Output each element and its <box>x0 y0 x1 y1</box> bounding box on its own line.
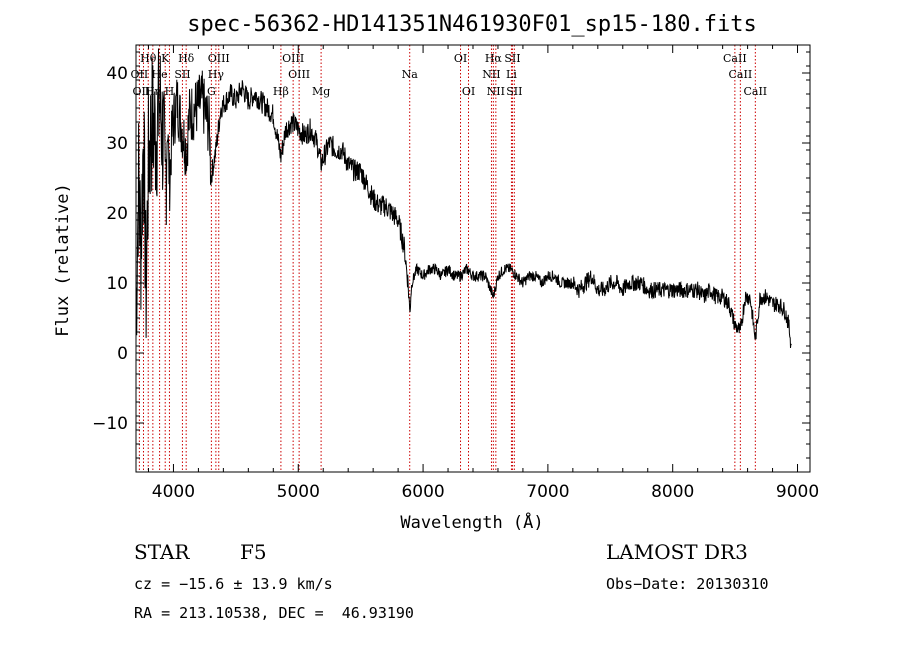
spectral-line-label: Hα <box>485 52 503 65</box>
y-tick-label: 20 <box>106 204 128 224</box>
x-tick-label: 4000 <box>152 482 195 502</box>
spectral-line-label: Hθ <box>140 52 157 65</box>
spectral-line-label: NII <box>482 68 500 81</box>
x-tick-label: 8000 <box>651 482 694 502</box>
x-tick-label: 5000 <box>277 482 320 502</box>
spectral-line-label: Na <box>402 68 419 81</box>
spectral-line-label: G <box>207 85 216 98</box>
spectral-line-label: CaII <box>723 52 747 65</box>
y-tick-label: 30 <box>106 134 128 154</box>
coordinates: RA = 213.10538, DEC = 46.93190 <box>134 604 414 622</box>
spectral-line-label: Li <box>506 68 517 81</box>
spectral-line-label: OII <box>131 68 149 81</box>
spectral-line-label: OIII <box>282 52 304 65</box>
x-axis-ticks: 4000 5000 6000 7000 8000 9000 <box>147 45 819 502</box>
spectral-line-label: OI <box>454 52 467 65</box>
spectral-line-label: K <box>161 52 170 65</box>
object-subclass: F5 <box>240 540 267 564</box>
spectral-line-label: Hγ <box>208 68 225 81</box>
spectral-line-label: H <box>165 85 175 98</box>
y-axis-label: Flux (relative) <box>53 183 73 337</box>
y-tick-label: 10 <box>106 274 128 294</box>
spectrum-series-line <box>135 48 792 349</box>
spectral-line-label: NII <box>487 85 505 98</box>
spectral-line-label: CaII <box>743 85 767 98</box>
spectral-line-label: He <box>152 68 168 81</box>
y-tick-label: −10 <box>92 414 128 434</box>
y-axis-ticks: −10 0 10 20 30 40 <box>92 51 810 459</box>
spectral-line-label: OIII <box>288 68 310 81</box>
chart-title: spec-56362-HD141351N461930F01_sp15-180.f… <box>187 12 757 37</box>
object-class: STAR <box>134 540 190 564</box>
spectral-line-markers <box>138 45 756 472</box>
x-axis-label: Wavelength (Å) <box>400 511 543 533</box>
spectral-line-label: SII <box>174 68 190 81</box>
x-tick-label: 6000 <box>401 482 444 502</box>
spectral-line-label: SII <box>504 52 520 65</box>
redshift-velocity: cz = −15.6 ± 13.9 km/s <box>134 575 333 593</box>
plot-frame <box>135 44 811 473</box>
y-tick-label: 40 <box>106 64 128 84</box>
x-tick-label: 9000 <box>776 482 819 502</box>
spectral-line-label: SII <box>506 85 522 98</box>
spectral-line-label: OI <box>462 85 475 98</box>
x-tick-label: 7000 <box>526 482 569 502</box>
spectral-line-label: OIII <box>132 85 154 98</box>
survey-name: LAMOST DR3 <box>606 540 748 564</box>
spectral-line-label: Hβ <box>273 85 289 98</box>
spectral-line-label: OIII <box>208 52 230 65</box>
spectral-line-label: CaII <box>729 68 753 81</box>
observation-date: Obs−Date: 20130310 <box>606 575 769 593</box>
spectral-line-label: Hδ <box>178 52 195 65</box>
y-tick-label: 0 <box>117 344 128 364</box>
spectral-line-label: Mg <box>312 85 330 98</box>
